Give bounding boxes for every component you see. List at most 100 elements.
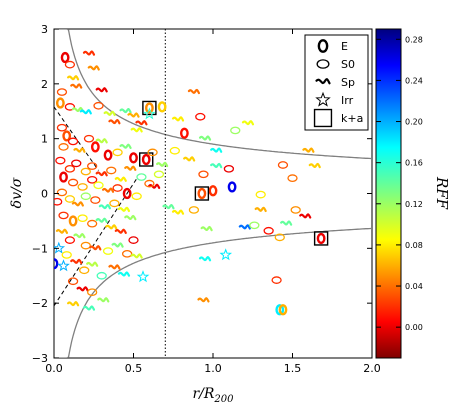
data-point xyxy=(299,213,312,219)
s0-marker xyxy=(80,192,91,201)
spiral-marker xyxy=(95,138,108,144)
x-axis-ticks: 0.0 0.5 1.0 1.5 2.0 xyxy=(45,29,381,375)
spiral-marker xyxy=(70,258,83,265)
data-point xyxy=(274,233,285,242)
elliptical-marker xyxy=(60,51,70,64)
s0-marker xyxy=(61,251,72,259)
data-point xyxy=(135,120,148,126)
data-point xyxy=(59,171,68,183)
spiral-marker xyxy=(89,245,102,251)
s0-marker xyxy=(64,236,76,244)
data-point xyxy=(64,164,76,173)
spiral-marker xyxy=(117,271,131,277)
data-point xyxy=(83,134,95,143)
data-point xyxy=(58,143,69,151)
legend-entry: E xyxy=(317,39,348,53)
data-point xyxy=(55,97,65,109)
data-point xyxy=(73,233,86,239)
colorbar-tick-label: 0.04 xyxy=(405,282,423,291)
legend-label: Irr xyxy=(341,94,354,107)
s0-marker xyxy=(77,183,88,191)
data-point xyxy=(56,88,68,96)
data-point xyxy=(198,170,209,179)
colorbar-tick-label: 0.00 xyxy=(405,323,423,332)
data-point xyxy=(112,148,123,157)
s0-marker xyxy=(93,181,104,190)
data-point xyxy=(249,221,260,230)
colorbar-tick-label: 0.12 xyxy=(405,200,423,209)
y-tick-label: 2 xyxy=(41,78,48,91)
spiral-marker xyxy=(108,118,121,125)
data-point xyxy=(68,215,78,227)
elliptical-marker xyxy=(227,181,237,193)
data-point xyxy=(136,270,150,283)
s0-marker xyxy=(136,173,147,181)
data-point xyxy=(263,226,274,235)
data-point xyxy=(103,110,116,117)
legend-label: E xyxy=(341,40,348,53)
data-point xyxy=(90,196,101,204)
data-point xyxy=(82,50,96,56)
k-a-marker xyxy=(313,231,329,246)
data-point xyxy=(287,174,298,182)
data-point xyxy=(302,147,315,153)
data-point xyxy=(169,146,180,155)
data-point xyxy=(80,167,91,176)
data-point xyxy=(103,149,113,161)
s0-marker xyxy=(64,164,76,173)
spiral-marker xyxy=(241,120,255,126)
s0-marker xyxy=(87,288,98,297)
data-point xyxy=(77,214,88,223)
data-point xyxy=(278,304,288,316)
data-point xyxy=(208,185,218,197)
elliptical-marker xyxy=(62,130,72,142)
legend: E S0 Sp Irr k+a xyxy=(304,34,369,131)
spiral-marker xyxy=(82,305,96,311)
s0-marker xyxy=(230,126,241,135)
data-point xyxy=(223,164,235,173)
s0-marker xyxy=(71,159,82,168)
data-point xyxy=(79,266,90,275)
s0-marker xyxy=(274,233,285,242)
spiral-marker xyxy=(119,108,132,114)
spiral-marker xyxy=(87,65,100,71)
spiral-marker xyxy=(187,88,201,95)
k-a-marker xyxy=(194,186,210,201)
irregular-marker xyxy=(136,270,150,283)
data-point xyxy=(119,108,132,114)
s0-marker xyxy=(223,164,235,173)
data-point xyxy=(117,271,131,277)
x-tick-label: 0.0 xyxy=(45,362,63,375)
spiral-marker xyxy=(280,220,293,226)
elliptical-marker xyxy=(157,101,167,113)
spiral-marker xyxy=(148,183,161,190)
data-point xyxy=(153,170,165,179)
irregular-marker xyxy=(219,248,233,261)
s0-marker xyxy=(54,197,63,206)
s0-marker xyxy=(79,266,90,275)
s0-marker xyxy=(147,148,158,157)
data-point xyxy=(148,183,161,190)
y-tick-label: 3 xyxy=(41,23,48,36)
spiral-marker xyxy=(108,264,121,270)
data-point xyxy=(128,236,139,244)
x-axis-label-subscript: 200 xyxy=(213,394,234,405)
data-point xyxy=(56,123,68,132)
spiral-marker xyxy=(308,162,321,169)
colorbar-tick-label: 0.16 xyxy=(405,159,423,168)
x-tick-label: 2.0 xyxy=(363,362,381,375)
spiral-marker xyxy=(130,253,143,259)
data-point xyxy=(87,65,100,71)
elliptical-marker xyxy=(197,187,207,200)
data-point xyxy=(129,152,138,164)
spiral-marker xyxy=(105,224,118,230)
data-point xyxy=(124,165,137,171)
s0-marker xyxy=(56,188,68,197)
data-point xyxy=(112,184,123,192)
s0-marker xyxy=(80,167,91,176)
data-point xyxy=(108,118,121,125)
data-point xyxy=(130,127,143,133)
data-point xyxy=(277,161,289,169)
data-point xyxy=(67,137,79,146)
